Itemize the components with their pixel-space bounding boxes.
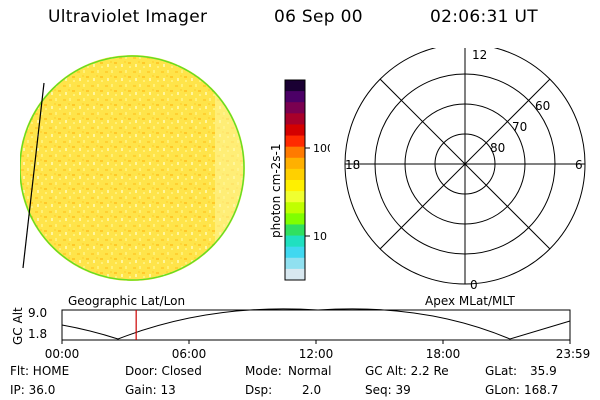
colorbar-stripe <box>285 91 305 103</box>
colorbar-unit-label: photon cm-2s-1 <box>270 144 283 239</box>
mlt-label-18: 18 <box>345 158 360 172</box>
mlt-label-12: 12 <box>472 48 487 62</box>
colorbar-stripe <box>285 268 305 281</box>
colorbar-stripe <box>285 224 305 237</box>
x-tick-2359: 23:59 <box>556 347 591 361</box>
y-tick-9: 9.0 <box>28 306 47 320</box>
sequence-number: Seq: 39 <box>365 383 411 397</box>
ip-value: IP: 36.0 <box>10 383 56 397</box>
gc-altitude: GC Alt: 2.2 Re <box>365 364 449 378</box>
door-status: Door: Closed <box>125 364 202 378</box>
mlt-label-0: 0 <box>470 278 478 292</box>
dsp-label: Dsp: <box>245 383 273 397</box>
colorbar-stripe <box>285 257 305 270</box>
colorbar-stripe <box>285 213 305 225</box>
y-tick-1-8: 1.8 <box>28 327 47 341</box>
y-axis-title: GC Alt <box>11 307 25 345</box>
colorbar-stripe <box>285 235 305 248</box>
polar-mlat-mlt-plot: 12 6 0 18 60 70 80 <box>344 48 586 292</box>
glat-value: 35.9 <box>530 364 557 378</box>
terminator-line <box>22 82 45 269</box>
lat-label-80: 80 <box>490 141 505 155</box>
colorbar-stripe <box>285 146 305 159</box>
mode-label: Mode: <box>245 364 282 378</box>
colorbar-stripe <box>285 191 305 203</box>
colorbar-stripe <box>285 102 305 114</box>
colorbar-stripe <box>285 168 305 181</box>
colorbar-stripe <box>285 124 305 137</box>
x-tick-0000: 00:00 <box>45 347 80 361</box>
mlt-label-6: 6 <box>575 158 583 172</box>
instrument-title: Ultraviolet Imager <box>48 7 208 27</box>
colorbar-stripe <box>285 246 305 259</box>
colorbar-stripe <box>285 180 305 192</box>
x-tick-1200: 12:00 <box>299 347 334 361</box>
uv-earth-image <box>20 55 245 281</box>
flight-status: Flt: HOME <box>10 364 70 378</box>
colorbar-stripe <box>285 157 305 170</box>
colorbar-stripe <box>285 202 305 214</box>
mode-value: Normal <box>288 364 332 378</box>
lat-label-70: 70 <box>512 120 527 134</box>
time-label: 02:06:31 UT <box>430 7 538 27</box>
date-label: 06 Sep 00 <box>274 7 363 27</box>
glon-label: GLon: <box>485 383 520 397</box>
color-scale-bar: 100 10 photon cm-2s-1 <box>270 79 330 281</box>
colorbar-stripe <box>285 135 305 148</box>
colorbar-tick-100: 100 <box>313 142 330 155</box>
gain-value: Gain: 13 <box>125 383 176 397</box>
glon-value: 168.7 <box>524 383 559 397</box>
x-tick-1800: 18:00 <box>426 347 461 361</box>
glat-label: GLat: <box>485 364 518 378</box>
geographic-label: Geographic Lat/Lon <box>68 294 186 308</box>
orbit-altitude-timeline: GC Alt 9.0 1.8 00:00 06:00 12:00 18:00 2… <box>11 306 591 361</box>
apex-label: Apex MLat/MLT <box>425 294 515 308</box>
lat-label-60: 60 <box>535 99 550 113</box>
x-tick-0600: 06:00 <box>172 347 207 361</box>
dsp-value: 2.0 <box>302 383 322 397</box>
colorbar-stripe <box>285 80 305 92</box>
colorbar-stripe <box>285 113 305 125</box>
colorbar-tick-10: 10 <box>313 230 327 243</box>
